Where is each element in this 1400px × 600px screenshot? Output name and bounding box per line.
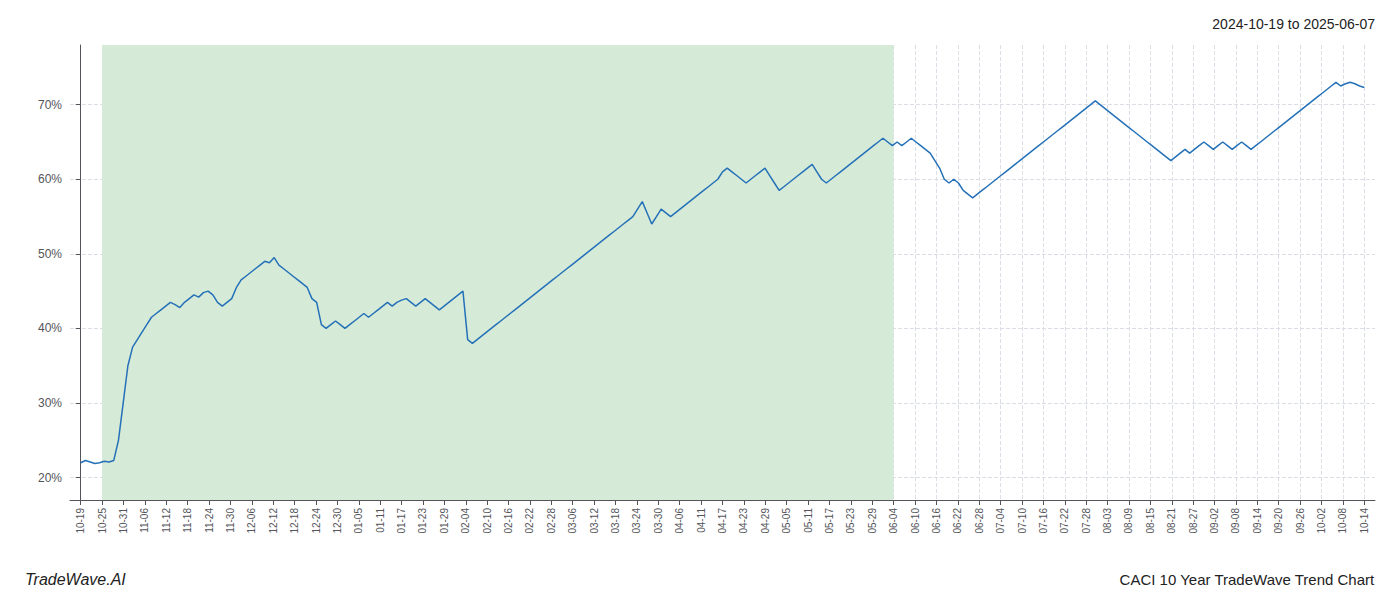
svg-text:07-28: 07-28 — [1081, 508, 1092, 534]
svg-text:02-04: 02-04 — [460, 508, 471, 534]
svg-text:11-30: 11-30 — [225, 508, 236, 533]
svg-text:06-10: 06-10 — [910, 508, 921, 534]
svg-text:06-16: 06-16 — [931, 508, 942, 534]
svg-text:03-06: 03-06 — [567, 508, 578, 534]
svg-text:09-20: 09-20 — [1273, 508, 1284, 534]
svg-text:04-17: 04-17 — [717, 508, 728, 534]
svg-text:02-10: 02-10 — [482, 508, 493, 534]
svg-text:04-06: 04-06 — [674, 508, 685, 534]
svg-text:01-17: 01-17 — [396, 508, 407, 534]
svg-text:05-11: 05-11 — [803, 508, 814, 533]
svg-text:01-29: 01-29 — [439, 508, 450, 534]
svg-text:11-06: 11-06 — [139, 508, 150, 533]
svg-text:09-26: 09-26 — [1295, 508, 1306, 534]
svg-text:CACI 10 Year TradeWave Trend C: CACI 10 Year TradeWave Trend Chart — [1120, 571, 1375, 588]
svg-text:09-02: 09-02 — [1209, 508, 1220, 534]
svg-text:TradeWave.AI: TradeWave.AI — [25, 571, 126, 588]
svg-text:02-22: 02-22 — [524, 508, 535, 534]
svg-text:04-29: 04-29 — [760, 508, 771, 534]
svg-text:03-18: 03-18 — [610, 508, 621, 534]
svg-text:04-23: 04-23 — [738, 508, 749, 534]
svg-text:07-10: 07-10 — [1017, 508, 1028, 534]
svg-text:30%: 30% — [38, 396, 62, 410]
svg-text:01-23: 01-23 — [417, 508, 428, 534]
svg-text:07-16: 07-16 — [1038, 508, 1049, 534]
svg-text:07-04: 07-04 — [995, 508, 1006, 534]
svg-text:40%: 40% — [38, 321, 62, 335]
svg-text:10-25: 10-25 — [97, 508, 108, 534]
svg-text:08-27: 08-27 — [1188, 508, 1199, 534]
svg-text:01-11: 01-11 — [375, 508, 386, 533]
svg-text:02-28: 02-28 — [546, 508, 557, 534]
svg-text:01-05: 01-05 — [353, 508, 364, 534]
svg-text:05-29: 05-29 — [867, 508, 878, 534]
svg-text:12-06: 12-06 — [246, 508, 257, 534]
svg-text:03-30: 03-30 — [653, 508, 664, 534]
svg-text:10-14: 10-14 — [1359, 508, 1370, 534]
svg-text:12-24: 12-24 — [311, 508, 322, 534]
svg-text:07-22: 07-22 — [1059, 508, 1070, 534]
svg-text:08-21: 08-21 — [1166, 508, 1177, 534]
svg-text:70%: 70% — [38, 98, 62, 112]
svg-text:12-12: 12-12 — [268, 508, 279, 534]
svg-text:08-09: 08-09 — [1123, 508, 1134, 534]
svg-text:12-18: 12-18 — [289, 508, 300, 534]
svg-text:05-23: 05-23 — [845, 508, 856, 534]
svg-text:06-28: 06-28 — [974, 508, 985, 534]
svg-text:60%: 60% — [38, 172, 62, 186]
svg-text:09-08: 09-08 — [1230, 508, 1241, 534]
svg-text:04-11: 04-11 — [696, 508, 707, 533]
svg-text:05-05: 05-05 — [781, 508, 792, 534]
svg-text:11-24: 11-24 — [204, 508, 215, 533]
svg-text:03-24: 03-24 — [631, 508, 642, 534]
svg-text:10-19: 10-19 — [75, 508, 86, 534]
svg-text:05-17: 05-17 — [824, 508, 835, 534]
svg-text:06-04: 06-04 — [888, 508, 899, 534]
svg-text:08-03: 08-03 — [1102, 508, 1113, 534]
svg-text:10-02: 10-02 — [1316, 508, 1327, 534]
svg-text:11-12: 11-12 — [161, 508, 172, 533]
svg-text:20%: 20% — [38, 471, 62, 485]
svg-text:06-22: 06-22 — [952, 508, 963, 534]
svg-text:11-18: 11-18 — [182, 508, 193, 533]
svg-text:03-12: 03-12 — [589, 508, 600, 534]
svg-text:09-14: 09-14 — [1252, 508, 1263, 534]
svg-text:12-30: 12-30 — [332, 508, 343, 534]
svg-text:50%: 50% — [38, 247, 62, 261]
svg-text:10-08: 10-08 — [1337, 508, 1348, 534]
svg-text:2024-10-19 to 2025-06-07: 2024-10-19 to 2025-06-07 — [1212, 16, 1375, 32]
svg-text:10-31: 10-31 — [118, 508, 129, 534]
svg-text:02-16: 02-16 — [503, 508, 514, 534]
svg-text:08-15: 08-15 — [1145, 508, 1156, 534]
